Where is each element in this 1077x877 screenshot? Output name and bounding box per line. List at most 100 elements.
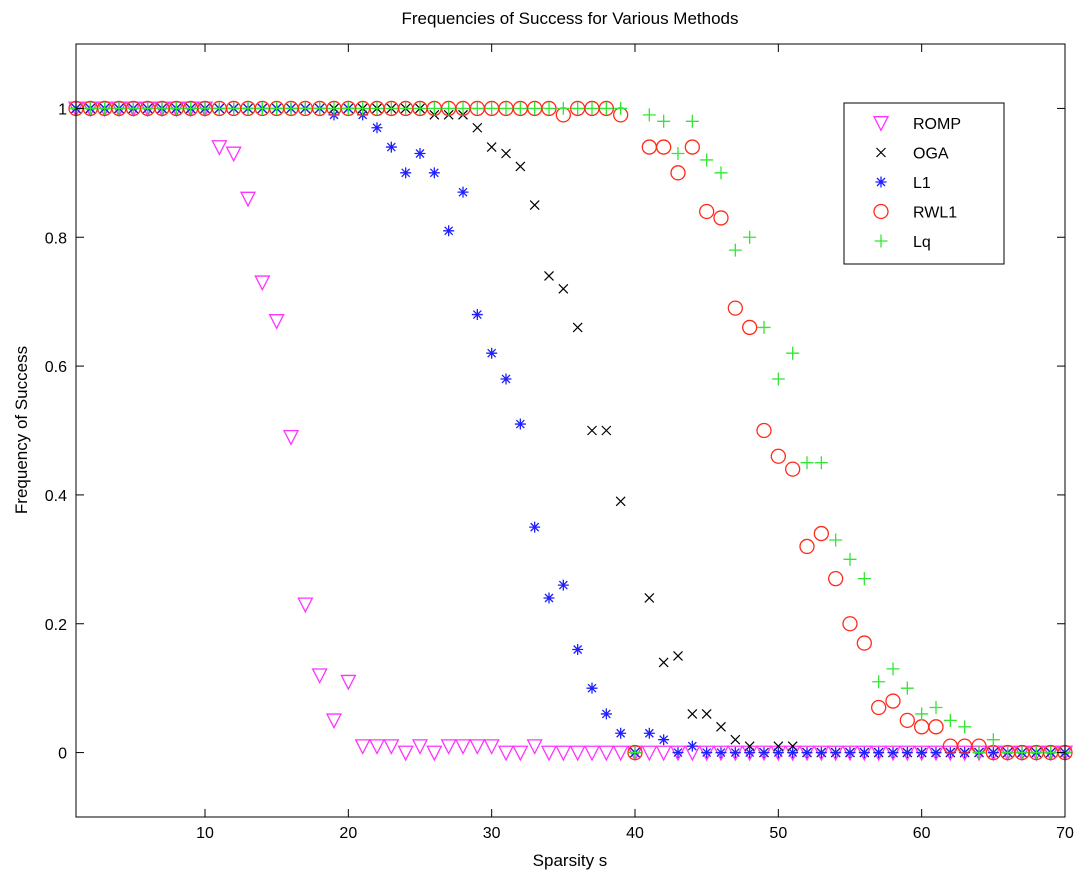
rwl1-point (828, 571, 844, 587)
lq-point (657, 114, 671, 128)
lq-point (886, 662, 900, 676)
l1-point (643, 727, 655, 739)
romp-point (483, 739, 500, 755)
romp-point (641, 745, 658, 762)
plot-area (67, 100, 1074, 762)
l1-point (471, 309, 483, 321)
romp-point (368, 739, 386, 755)
lq-point (528, 101, 542, 115)
l1-point (600, 708, 612, 720)
l1-point (557, 579, 569, 591)
rwl1-point (871, 699, 887, 716)
y-tick-label: 1 (58, 101, 67, 118)
romp-point (555, 745, 572, 762)
series-rwl1 (68, 100, 1073, 761)
romp-point (397, 745, 414, 762)
legend-item-lq: Lq (874, 234, 931, 251)
rwl1-point (541, 100, 557, 117)
legend-marker-romp (872, 116, 890, 132)
lq-point (958, 720, 972, 734)
lq-point (915, 707, 929, 721)
rwl1-point (885, 693, 901, 709)
lq-point (126, 101, 140, 115)
lq-point (599, 101, 613, 115)
rwl1-point (598, 100, 614, 117)
legend-item-rwl1: RWL1 (873, 203, 957, 222)
oga-point (558, 283, 569, 294)
lq-point (270, 101, 284, 115)
l1-point (572, 644, 584, 656)
romp-point (655, 745, 672, 762)
lq-point (284, 101, 298, 115)
rwl1-point (842, 616, 858, 632)
l1-point (744, 747, 756, 759)
x-tick-label: 40 (626, 825, 644, 842)
romp-point (268, 314, 285, 330)
lq-point (900, 681, 914, 695)
lq-point (986, 733, 1000, 747)
oga-point (716, 721, 726, 732)
x-axis-label: Sparsity s (533, 851, 608, 870)
romp-point (354, 739, 371, 755)
lq-point (700, 153, 714, 167)
series-lq (69, 101, 1072, 760)
l1-point (815, 747, 827, 759)
l1-point (772, 747, 784, 759)
legend-label: OGA (913, 146, 949, 163)
lq-point (513, 101, 527, 115)
l1-point (371, 122, 383, 134)
oga-point (587, 425, 597, 436)
lq-point (83, 101, 97, 115)
l1-point (658, 734, 670, 746)
romp-point (598, 745, 615, 762)
lq-point (198, 101, 212, 115)
oga-point (515, 161, 526, 172)
lq-point (857, 572, 871, 586)
lq-point (542, 101, 556, 115)
lq-point (442, 101, 456, 115)
rwl1-point (813, 525, 829, 542)
l1-point (916, 747, 928, 759)
y-axis-label: Frequency of Success (12, 346, 31, 514)
lq-point (356, 101, 370, 115)
lq-point (786, 346, 800, 360)
lq-point (943, 713, 957, 727)
y-tick-label: 0 (58, 746, 67, 763)
oga-point (472, 122, 483, 133)
romp-point (340, 674, 357, 691)
lq-point (771, 372, 785, 386)
lq-point (972, 746, 986, 760)
lq-point (470, 101, 484, 115)
l1-point (586, 682, 598, 694)
lq-point (800, 456, 814, 470)
romp-point (469, 739, 486, 755)
l1-point (930, 747, 942, 759)
lq-point (255, 101, 269, 115)
lq-point (929, 700, 943, 714)
l1-point (529, 521, 541, 533)
lq-point (485, 101, 499, 115)
romp-point (612, 745, 629, 762)
l1-point (729, 747, 741, 759)
l1-point (385, 141, 397, 153)
romp-point (454, 739, 472, 755)
x-tick-label: 70 (1056, 825, 1074, 842)
lq-point (298, 101, 312, 115)
lq-point (456, 101, 470, 115)
lq-point (642, 108, 656, 122)
x-tick-label: 50 (769, 825, 787, 842)
legend-label: RWL1 (913, 205, 957, 222)
oga-point (572, 322, 583, 333)
romp-point (325, 713, 343, 730)
y-tick-label: 0.2 (45, 617, 67, 634)
y-tick-label: 0.4 (45, 488, 67, 505)
lq-point (814, 456, 828, 470)
romp-point (569, 745, 586, 762)
legend-item-l1: L1 (875, 175, 931, 192)
lq-point (427, 101, 441, 115)
l1-point (486, 347, 498, 359)
romp-point (297, 597, 314, 614)
rwl1-point (856, 635, 872, 651)
romp-point (311, 668, 328, 685)
